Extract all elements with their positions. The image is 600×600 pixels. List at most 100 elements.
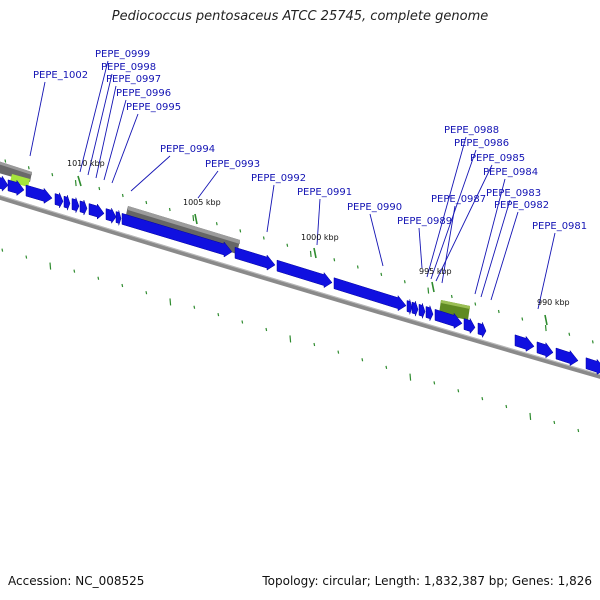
outer-tick <box>309 250 312 257</box>
gene-arrow[interactable] <box>555 347 579 366</box>
gene-label[interactable]: PEPE_0983 <box>486 188 541 199</box>
gene-arrow[interactable] <box>105 208 117 224</box>
gene-leader-line <box>480 199 511 298</box>
outer-tick <box>356 265 359 269</box>
inner-tick <box>193 305 196 309</box>
gene-leader-line <box>111 113 139 184</box>
gene-arrow[interactable] <box>276 259 333 289</box>
inner-tick <box>457 389 460 393</box>
gene-arrow[interactable] <box>7 179 25 196</box>
outer-tick <box>192 215 195 222</box>
gene-label[interactable]: PEPE_0995 <box>126 102 181 113</box>
inner-tick <box>145 291 148 295</box>
gene-label[interactable]: PEPE_0990 <box>347 202 402 213</box>
inner-tick <box>481 396 484 401</box>
gene-label[interactable]: PEPE_0989 <box>397 216 452 227</box>
outer-tick <box>215 222 218 226</box>
inner-tick <box>553 420 556 425</box>
inner-tick <box>241 320 244 324</box>
gene-label[interactable]: PEPE_1002 <box>33 70 88 81</box>
outer-tick <box>568 332 571 336</box>
gene-label[interactable]: PEPE_0987 <box>431 194 486 205</box>
inner-tick <box>361 358 364 362</box>
gene-arrow[interactable] <box>333 277 407 312</box>
inner-tick <box>25 255 28 259</box>
scale-labels: 1010 kbp 1005 kbp 1000 kbp 995 kbp 990 k… <box>67 159 570 326</box>
gene-label[interactable]: PEPE_0994 <box>160 144 215 155</box>
gene-leader-line <box>103 99 127 181</box>
gene-arrow[interactable] <box>463 318 476 335</box>
outer-tick <box>521 317 524 321</box>
gene-label[interactable]: PEPE_0985 <box>470 153 525 164</box>
gene-leader-line <box>95 85 117 179</box>
gene-arrow[interactable] <box>406 299 413 315</box>
gene-label[interactable]: PEPE_0981 <box>532 221 587 232</box>
genome-backbone <box>0 195 600 379</box>
gene-arrow[interactable] <box>585 357 600 375</box>
gene-arrow[interactable] <box>536 341 554 359</box>
scale-label-995: 995 kbp <box>419 267 452 276</box>
gene-leader-line <box>79 60 109 173</box>
gene-leader-line <box>29 81 46 157</box>
inner-tick <box>265 327 268 332</box>
outer-tick <box>403 280 406 284</box>
gene-leader-line <box>130 155 171 192</box>
genome-title: Pediococcus pentosaceus ATCC 25745, comp… <box>111 9 489 24</box>
gene-arrow[interactable] <box>54 192 64 209</box>
outer-tick <box>380 272 383 276</box>
gene-arrow[interactable] <box>425 305 434 321</box>
gene-arrow[interactable] <box>234 246 276 271</box>
gene-label[interactable]: PEPE_0999 <box>95 49 150 60</box>
inner-tick <box>289 335 292 343</box>
gene-label[interactable]: PEPE_0986 <box>454 138 509 149</box>
genome-summary-text: Topology: circular; Length: 1,832,387 bp… <box>262 574 592 588</box>
gene-arrow[interactable] <box>418 303 426 319</box>
gene-label[interactable]: PEPE_0984 <box>483 167 538 178</box>
gene-arrow[interactable] <box>514 334 535 352</box>
inner-tick <box>1 248 4 252</box>
gene-label[interactable]: PEPE_0993 <box>205 159 260 170</box>
inner-tick <box>169 298 172 306</box>
inner-tick <box>73 269 76 273</box>
gene-label[interactable]: PEPE_0997 <box>106 74 161 85</box>
gene-arrow[interactable] <box>88 203 105 220</box>
gene-arrow[interactable] <box>115 210 122 226</box>
gene-arrow[interactable] <box>79 199 88 216</box>
inner-tick <box>217 313 220 317</box>
inner-tick <box>529 412 532 420</box>
gene-leader-line <box>266 184 275 233</box>
gene-arrow[interactable] <box>121 212 233 258</box>
gene-label[interactable]: PEPE_0998 <box>101 62 156 73</box>
outer-tick <box>591 340 594 344</box>
gene-leader-line <box>537 232 556 310</box>
outer-tick <box>427 287 430 294</box>
outer-tick <box>27 166 30 170</box>
outer-tick <box>98 186 101 191</box>
scale-label-1010: 1010 kbp <box>67 159 105 168</box>
gene-track <box>0 175 600 375</box>
gene-leader-line <box>87 73 113 176</box>
gene-arrow[interactable] <box>71 197 80 213</box>
gene-arrow[interactable] <box>434 308 463 329</box>
outer-tick <box>4 159 7 163</box>
outer-tick <box>450 294 453 299</box>
gene-label[interactable]: PEPE_0992 <box>251 173 306 184</box>
scale-label-1000: 1000 kbp <box>301 233 339 242</box>
gene-arrow[interactable] <box>25 184 53 204</box>
gene-label[interactable]: PEPE_0988 <box>444 125 499 136</box>
outer-tick <box>74 180 77 187</box>
gene-arrow[interactable] <box>0 175 9 192</box>
gene-arrow[interactable] <box>63 195 71 211</box>
gene-leader-line <box>474 178 506 295</box>
gene-label[interactable]: PEPE_0991 <box>297 187 352 198</box>
scale-label-990: 990 kbp <box>537 298 570 307</box>
outer-tick <box>544 325 547 332</box>
gene-arrow[interactable] <box>411 301 419 317</box>
gene-arrow[interactable] <box>477 322 487 339</box>
scale-label-1005: 1005 kbp <box>183 198 221 207</box>
inner-tick <box>121 283 124 288</box>
gene-label[interactable]: PEPE_0982 <box>494 200 549 211</box>
gene-label[interactable]: PEPE_0996 <box>116 88 171 99</box>
